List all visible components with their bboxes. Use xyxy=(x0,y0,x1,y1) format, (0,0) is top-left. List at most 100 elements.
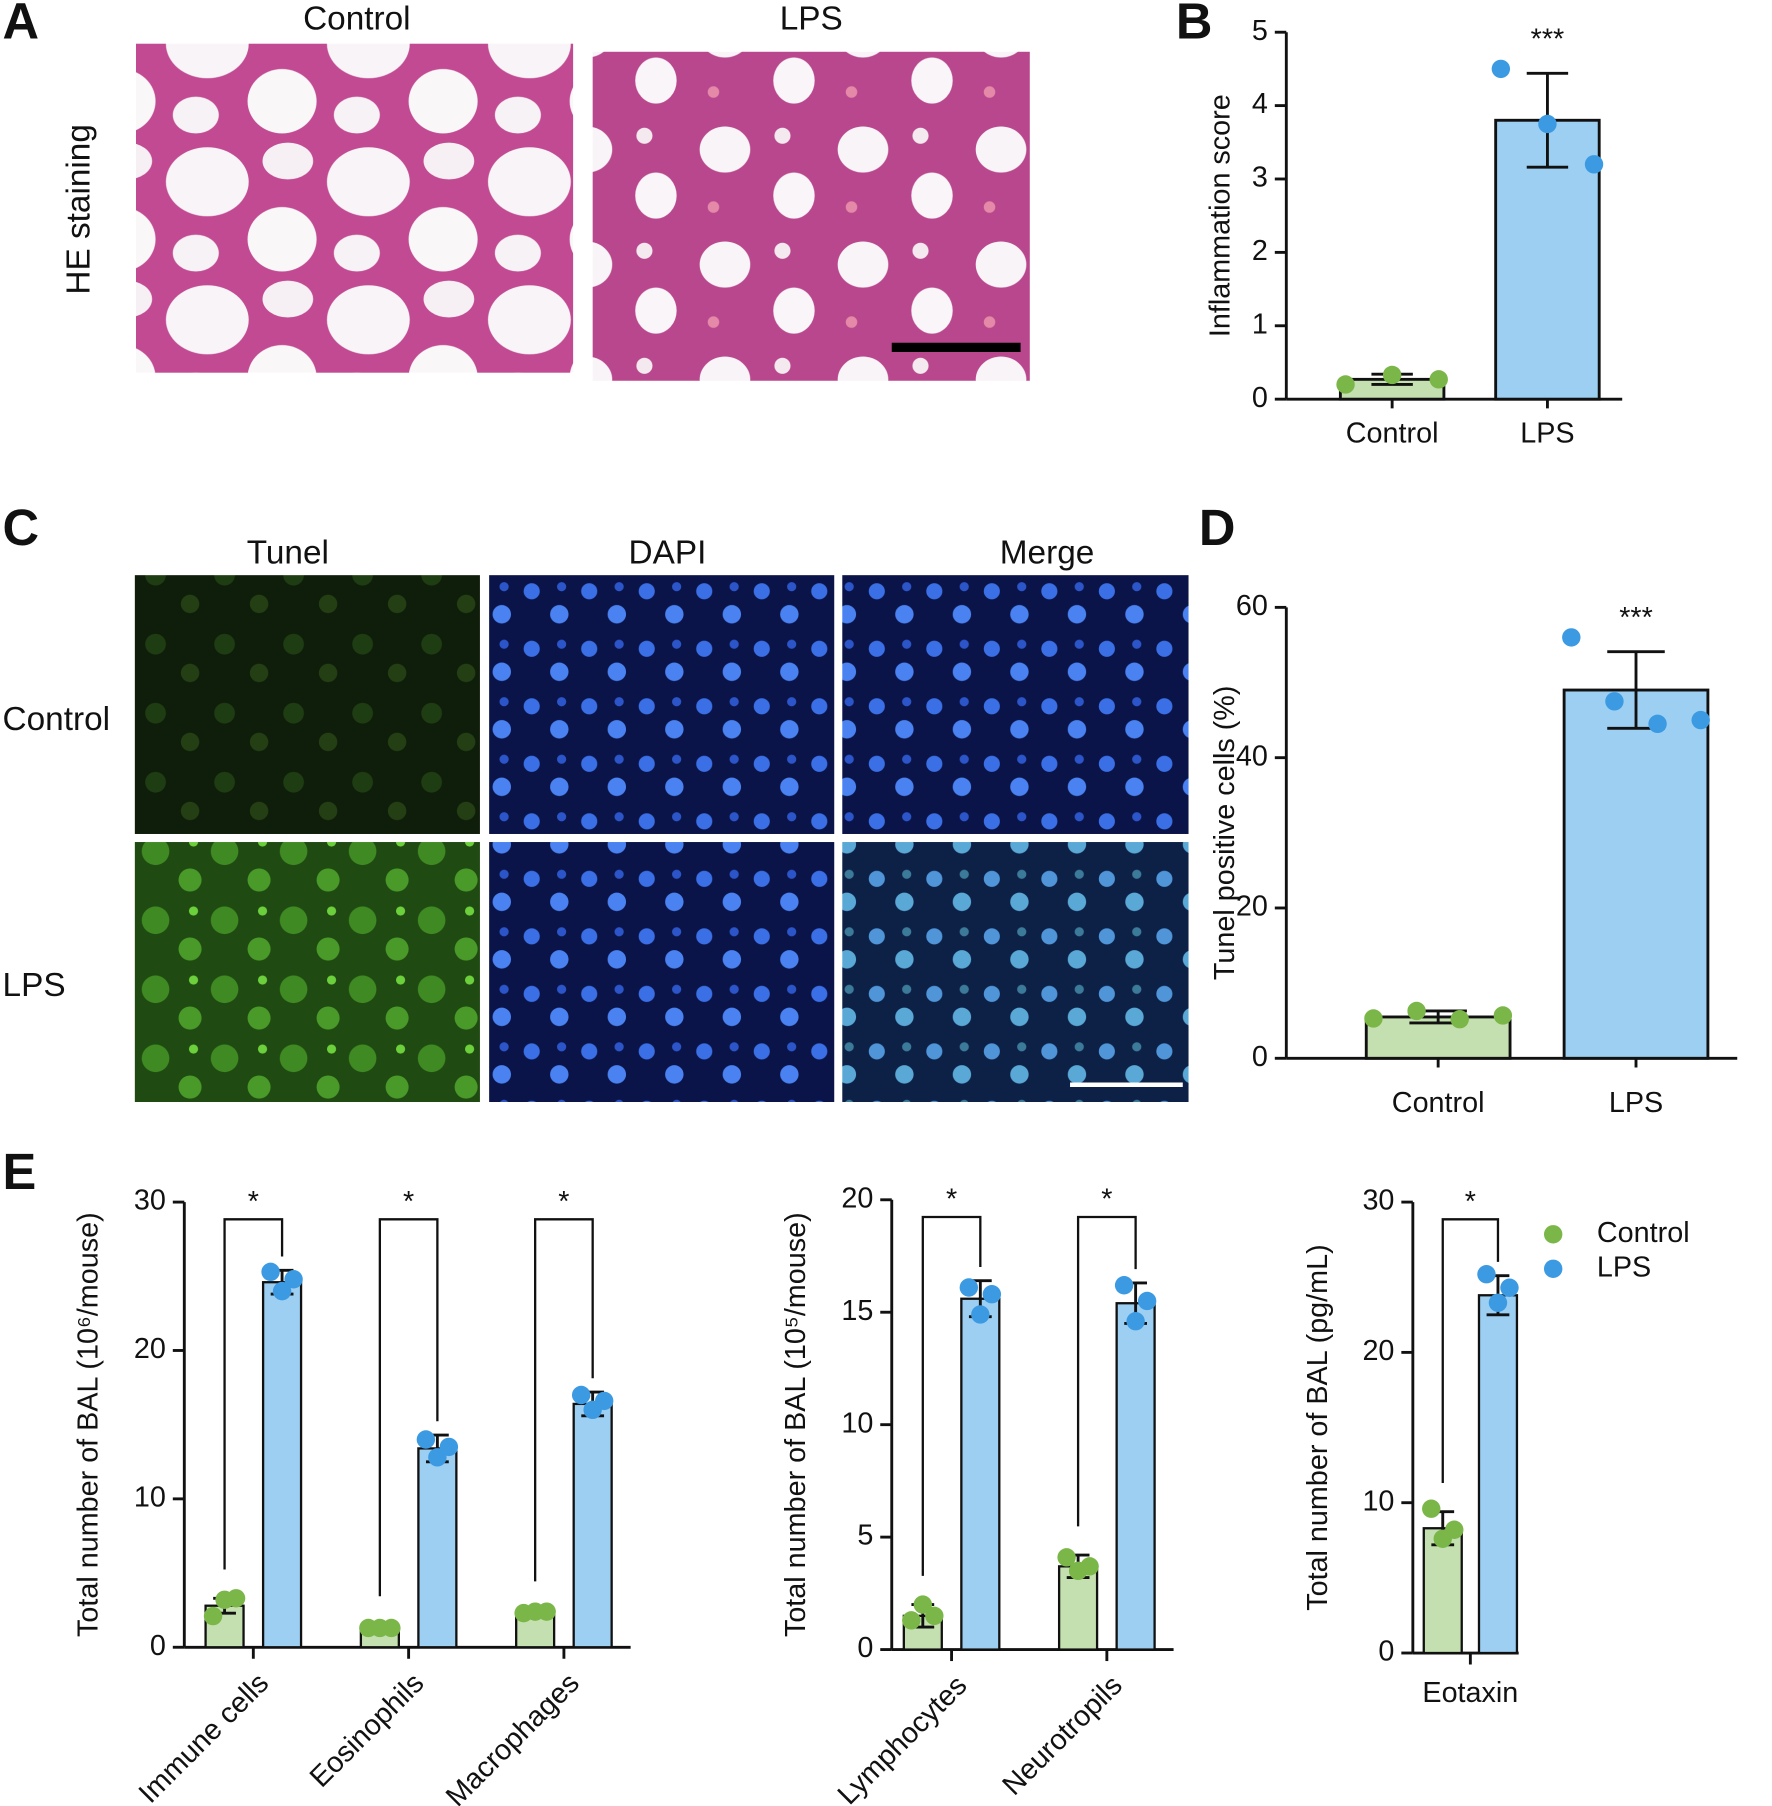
y-axis-title: Inflammation score xyxy=(1204,94,1236,337)
data-point xyxy=(1488,1293,1508,1312)
column-label: Control xyxy=(303,1,411,38)
data-point xyxy=(1562,628,1581,647)
data-point xyxy=(571,1385,591,1405)
y-tick-label: 0 xyxy=(150,1630,166,1662)
y-tick-label: 1 xyxy=(1252,308,1268,340)
y-axis-title: Total number of BAL (10⁵/mouse) xyxy=(780,1212,812,1637)
row-label: Control xyxy=(3,701,111,738)
y-tick-label: 10 xyxy=(1362,1485,1394,1517)
significance: * xyxy=(248,1186,259,1218)
significance-bracket xyxy=(223,1218,284,1570)
panel-label: E xyxy=(3,1143,37,1200)
data-point xyxy=(1114,1276,1134,1295)
y-tick-label: 30 xyxy=(134,1185,166,1217)
y-tick-label: 0 xyxy=(1252,382,1268,414)
significance: *** xyxy=(1619,602,1653,634)
micrograph xyxy=(135,43,574,373)
data-point xyxy=(1429,370,1448,389)
legend-marker xyxy=(1543,1225,1563,1244)
bar xyxy=(960,1297,1001,1651)
data-point xyxy=(1605,692,1624,711)
data-point xyxy=(1126,1312,1145,1331)
data-point xyxy=(1691,710,1710,730)
column-label: DAPI xyxy=(629,534,707,571)
x-tick-label: LPS xyxy=(1609,1087,1663,1119)
panel-label: D xyxy=(1199,499,1236,556)
data-point xyxy=(1137,1291,1157,1311)
row-label: HE staining xyxy=(61,124,98,295)
data-point xyxy=(913,1595,933,1614)
significance: * xyxy=(558,1186,569,1218)
y-tick-label: 15 xyxy=(841,1295,873,1327)
x-tick-label: Control xyxy=(1346,417,1439,449)
micrograph xyxy=(134,575,480,834)
row-label: LPS xyxy=(3,967,66,1004)
y-tick-label: 10 xyxy=(134,1481,166,1513)
data-point xyxy=(1364,1009,1383,1028)
data-point xyxy=(1538,114,1557,134)
data-point xyxy=(1422,1499,1441,1518)
column-label: Merge xyxy=(1000,534,1095,571)
x-tick-label: Lymphocytes xyxy=(832,1669,974,1806)
data-point xyxy=(1450,1010,1469,1029)
micrograph xyxy=(842,575,1189,834)
micrograph xyxy=(489,842,835,1103)
bar xyxy=(1562,688,1710,1060)
data-point xyxy=(1493,1006,1513,1025)
y-tick-label: 5 xyxy=(1252,15,1268,47)
data-point xyxy=(1648,714,1667,734)
column-label: Tunel xyxy=(247,534,329,571)
legend-label: LPS xyxy=(1597,1251,1651,1283)
y-tick-label: 0 xyxy=(1252,1041,1268,1073)
data-point xyxy=(226,1589,246,1608)
data-point xyxy=(902,1611,921,1630)
significance-bracket xyxy=(534,1218,594,1582)
data-point xyxy=(925,1606,944,1626)
x-tick-label: Neurotropils xyxy=(996,1669,1128,1801)
data-point xyxy=(1080,1557,1099,1576)
panel-label: B xyxy=(1176,0,1213,50)
y-tick-label: 20 xyxy=(134,1333,166,1365)
data-point xyxy=(971,1305,990,1324)
significance-bracket xyxy=(378,1218,439,1597)
column-label: LPS xyxy=(780,1,843,38)
data-point xyxy=(594,1391,614,1411)
data-point xyxy=(959,1278,979,1297)
significance: * xyxy=(1465,1186,1476,1218)
y-tick-label: 0 xyxy=(1378,1636,1394,1668)
x-tick-label: Eosinophils xyxy=(304,1667,431,1794)
data-point xyxy=(1057,1548,1076,1567)
y-tick-label: 0 xyxy=(857,1632,873,1664)
legend-marker xyxy=(1543,1259,1563,1279)
y-tick-label: 30 xyxy=(1362,1185,1394,1217)
data-point xyxy=(416,1430,436,1449)
data-point xyxy=(1500,1278,1519,1297)
y-tick-label: 20 xyxy=(841,1182,873,1214)
x-tick-label: Eotaxin xyxy=(1422,1677,1518,1709)
data-point xyxy=(982,1285,1002,1304)
significance-bracket xyxy=(1441,1218,1500,1483)
data-point xyxy=(1491,59,1511,79)
micrograph xyxy=(134,842,480,1103)
y-tick-label: 2 xyxy=(1252,235,1268,267)
x-tick-label: LPS xyxy=(1520,417,1574,449)
data-point xyxy=(261,1262,280,1282)
significance: *** xyxy=(1531,24,1565,56)
significance: * xyxy=(1101,1184,1112,1216)
y-axis-title: Total number of BAL (10⁶/mouse) xyxy=(73,1212,105,1637)
data-point xyxy=(284,1270,303,1289)
panel-label: C xyxy=(3,499,40,556)
x-tick-label: Macrophages xyxy=(440,1667,586,1806)
legend-label: Control xyxy=(1597,1217,1690,1249)
data-point xyxy=(203,1606,223,1626)
y-tick-label: 5 xyxy=(857,1520,873,1552)
bar xyxy=(417,1447,458,1649)
bar xyxy=(572,1402,613,1649)
micrograph xyxy=(489,575,835,834)
data-point xyxy=(382,1618,401,1638)
significance-bracket xyxy=(921,1215,982,1576)
significance-bracket xyxy=(1076,1215,1137,1527)
x-tick-label: Control xyxy=(1392,1087,1485,1119)
y-tick-label: 3 xyxy=(1252,162,1268,194)
